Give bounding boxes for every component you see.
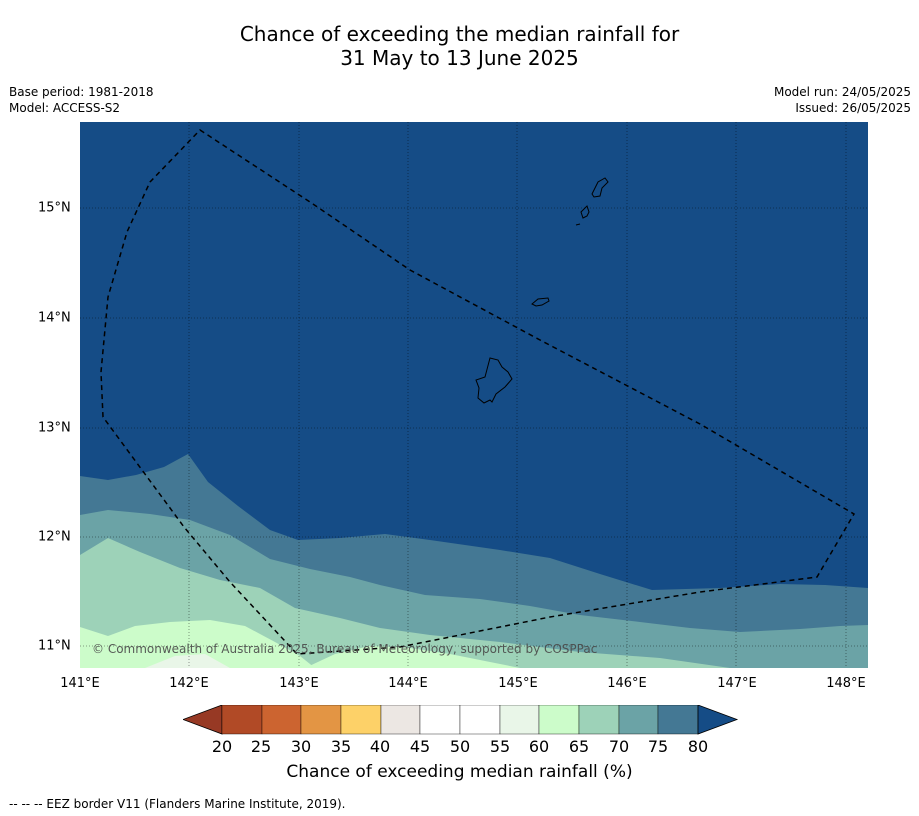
islands [475, 177, 609, 404]
colorbar-bin [618, 705, 659, 735]
title-line-2: 31 May to 13 June 2025 [340, 46, 579, 70]
colorbar-bin [261, 705, 302, 735]
model-name: Model: ACCESS-S2 [9, 101, 121, 115]
colorbar-tick: 45 [409, 737, 431, 756]
lon-tick: 148°E [826, 676, 866, 691]
lon-tick: 145°E [498, 676, 538, 691]
lat-tick: 14°N [38, 310, 71, 326]
colorbar-tick: 40 [369, 737, 391, 756]
colorbar-bin [499, 705, 540, 735]
colorbar [183, 705, 739, 735]
lat-tick: 12°N [38, 529, 71, 545]
island-tinian [580, 205, 590, 219]
colorbar-tick: 35 [330, 737, 352, 756]
lat-tick: 11°N [38, 638, 71, 654]
colorbar-label: Chance of exceeding median rainfall (%) [286, 762, 633, 782]
colorbar-bin [419, 705, 461, 735]
copyright-notice: © Commonwealth of Australia 2025, Bureau… [92, 642, 598, 656]
lon-tick: 146°E [607, 676, 647, 691]
lon-tick: 147°E [717, 676, 757, 691]
colorbar-tick: 70 [608, 737, 630, 756]
lat-tick: 13°N [38, 420, 71, 436]
colorbar-tick: 80 [687, 737, 709, 756]
colorbar-tick: 25 [250, 737, 272, 756]
map-svg [80, 122, 868, 668]
colorbar-bin [578, 705, 620, 735]
colorbar-under-arrow [183, 705, 223, 735]
eez-footnote: -- -- -- EEZ border V11 (Flanders Marine… [9, 797, 346, 811]
meta-right: Model run: 24/05/2025 Issued: 26/05/2025 [774, 84, 911, 116]
colorbar-bin [340, 705, 382, 735]
colorbar-bin [459, 705, 501, 735]
meta-left: Base period: 1981-2018 Model: ACCESS-S2 [9, 84, 154, 116]
colorbar-tick: 20 [211, 737, 233, 756]
model-run: Model run: 24/05/2025 [773, 85, 911, 99]
lon-tick: 141°E [60, 676, 100, 691]
issued-date: Issued: 26/05/2025 [795, 101, 911, 115]
title-line-1: Chance of exceeding the median rainfall … [239, 22, 680, 46]
lon-tick: 144°E [388, 676, 428, 691]
colorbar-bin [300, 705, 342, 735]
colorbar-tick: 55 [489, 737, 511, 756]
island-aguijan [575, 223, 581, 226]
island-guam [475, 357, 513, 404]
colorbar-tick: 60 [528, 737, 550, 756]
island-rota [531, 297, 550, 307]
lat-tick: 15°N [38, 200, 71, 216]
colorbar-bin [221, 705, 263, 735]
colorbar-tick: 30 [290, 737, 312, 756]
colorbar-bin [380, 705, 421, 735]
colorbar-tick: 75 [647, 737, 669, 756]
eez-border [100, 129, 856, 655]
base-period: Base period: 1981-2018 [9, 85, 154, 99]
lon-tick: 143°E [279, 676, 319, 691]
chart-title: Chance of exceeding the median rainfall … [0, 22, 919, 70]
graticule [80, 122, 868, 668]
colorbar-bin [538, 705, 580, 735]
forecast-map[interactable]: © Commonwealth of Australia 2025, Bureau… [80, 122, 868, 668]
region-55-60 [145, 654, 230, 668]
colorbar-tick: 65 [568, 737, 590, 756]
colorbar-over-arrow [697, 705, 739, 735]
island-saipan [591, 177, 609, 198]
lon-tick: 142°E [169, 676, 209, 691]
colorbar-tick: 50 [449, 737, 471, 756]
colorbar-bin [657, 705, 699, 735]
